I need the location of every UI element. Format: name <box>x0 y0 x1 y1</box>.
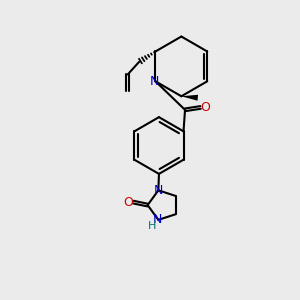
Text: H: H <box>148 221 156 231</box>
Text: O: O <box>201 101 211 114</box>
Polygon shape <box>182 95 198 101</box>
Text: N: N <box>154 184 163 197</box>
Text: N: N <box>153 213 163 226</box>
Text: O: O <box>123 196 133 208</box>
Text: N: N <box>150 75 160 88</box>
